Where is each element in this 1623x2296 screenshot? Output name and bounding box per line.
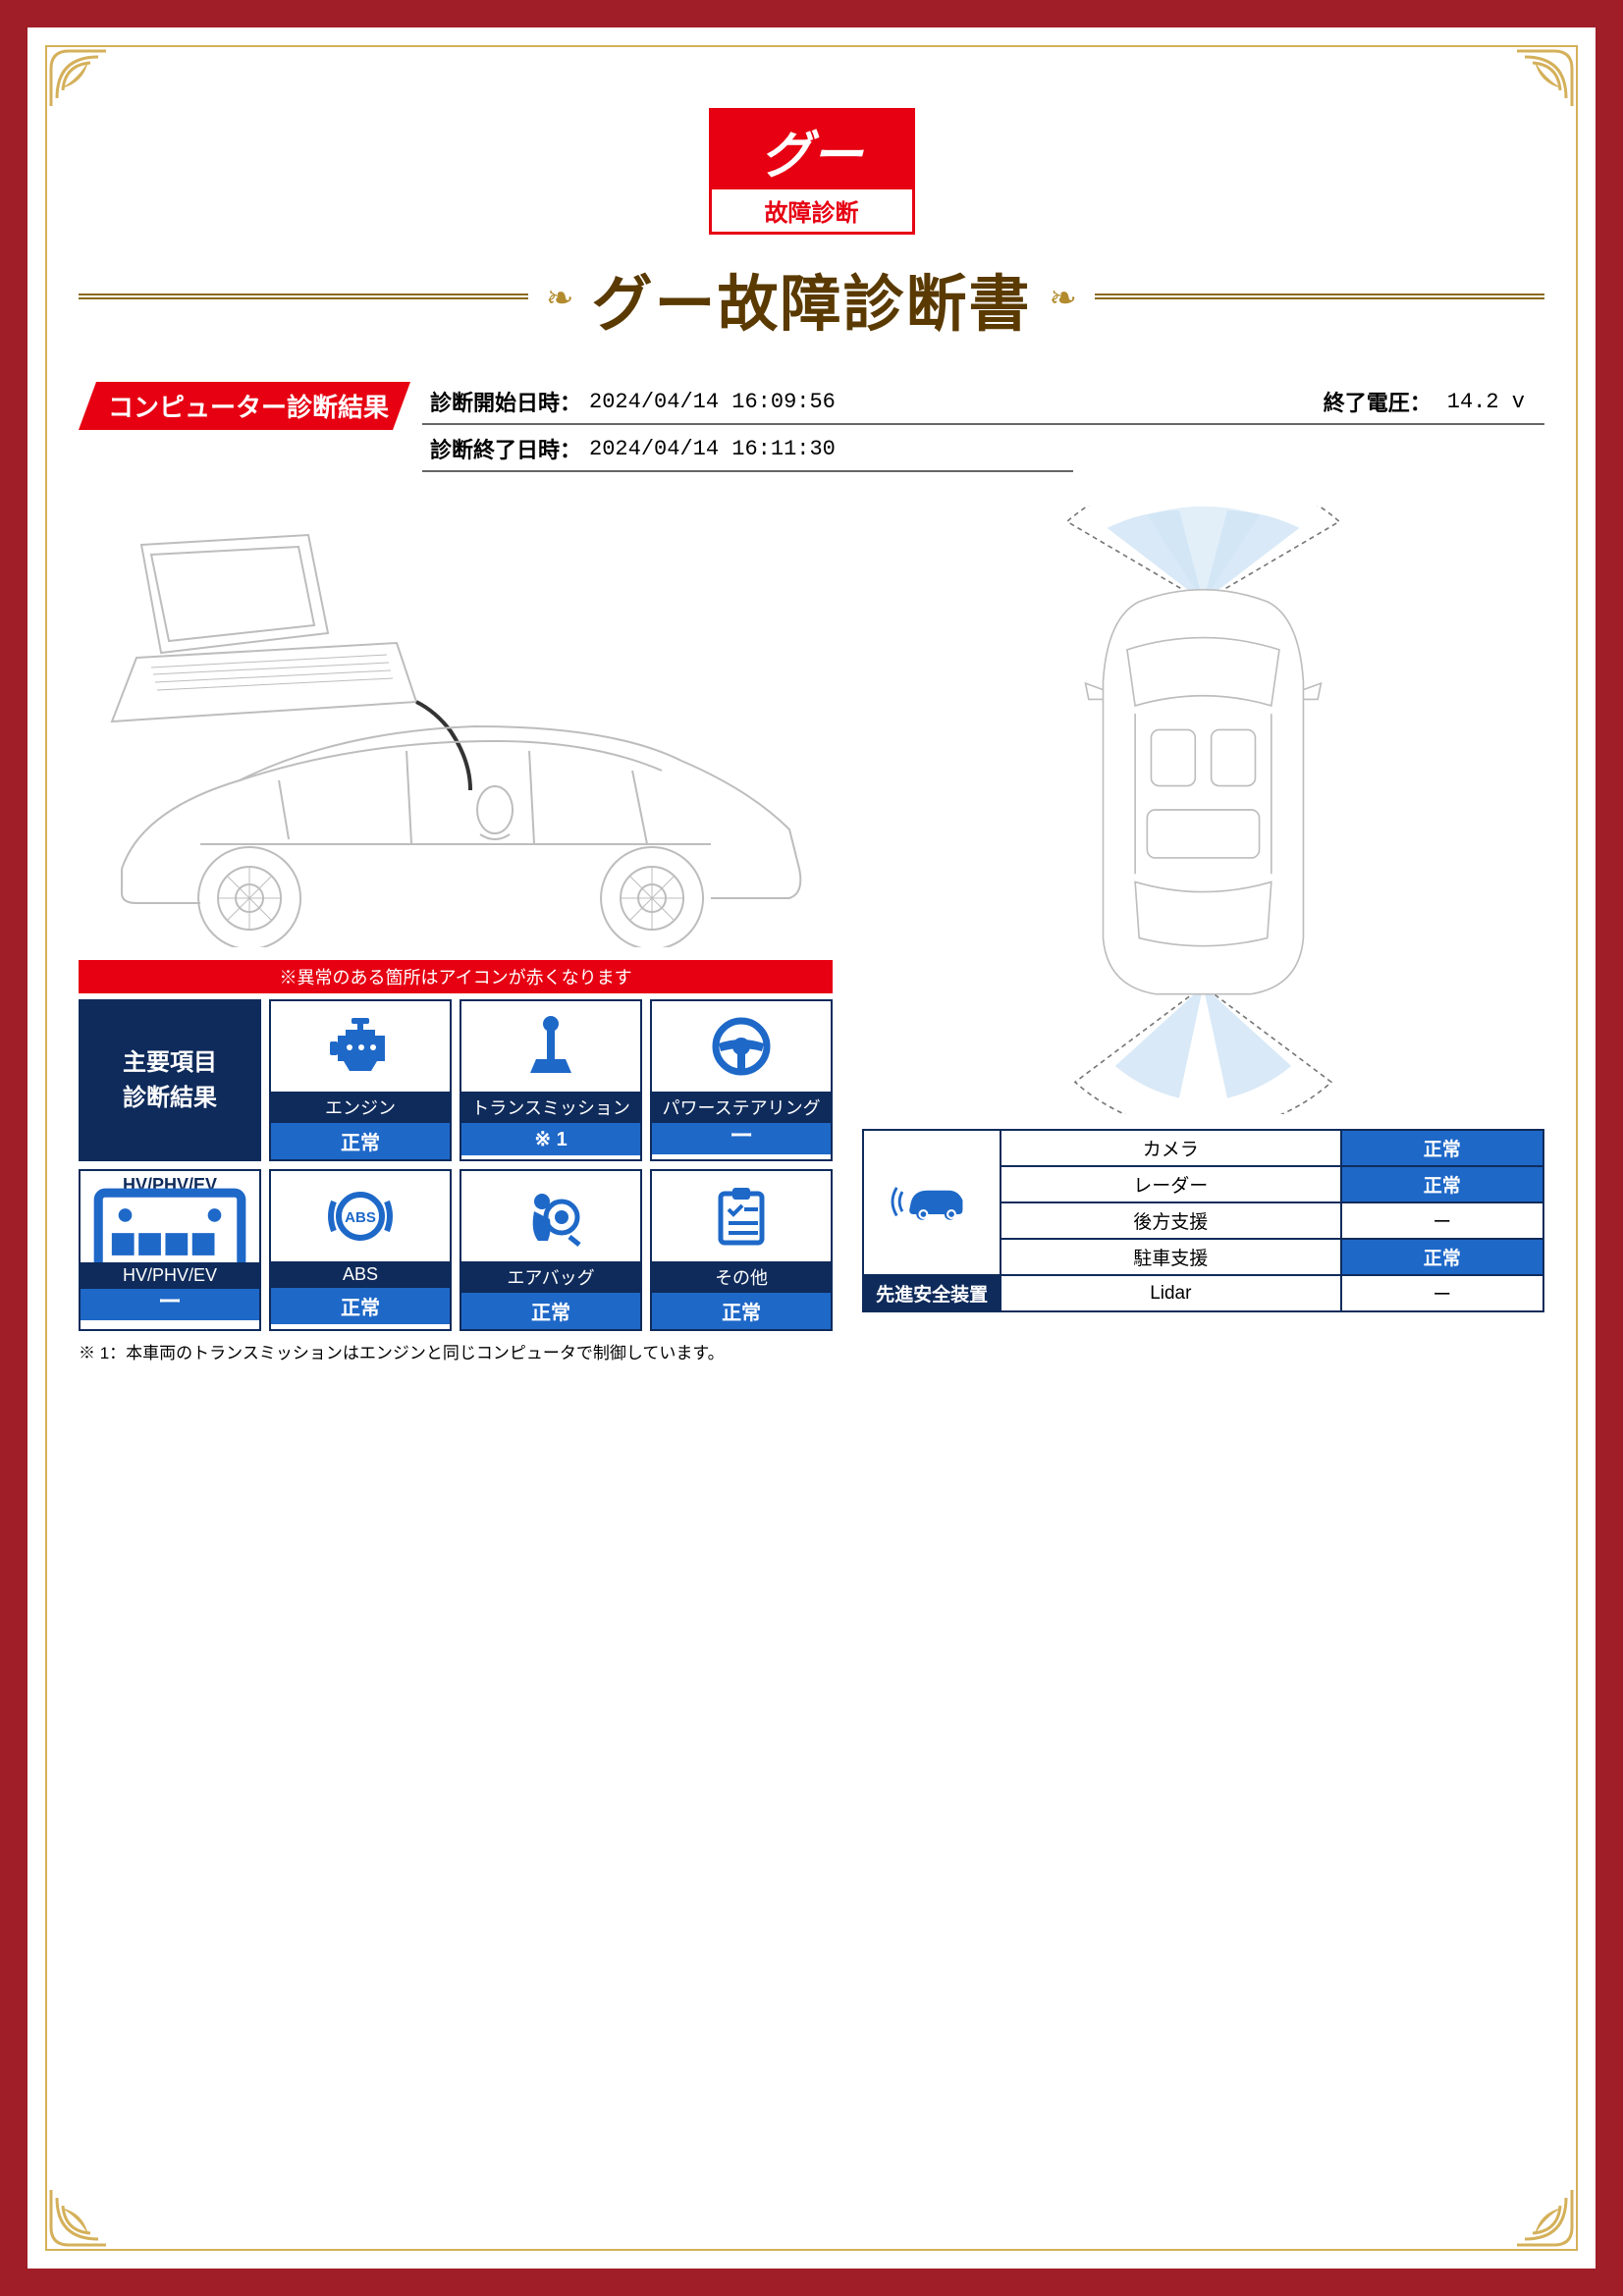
brand-logo: グー 故障診断 [709, 108, 915, 235]
safety-label: 駐車支援 [1001, 1239, 1340, 1275]
laptop-car-diagram [79, 506, 833, 947]
section-badge: コンピューター診断結果 [79, 382, 410, 430]
safety-table-wrap: カメラ正常レーダー正常後方支援ー駐車支援正常先進安全装置Lidarー [862, 1129, 1544, 1312]
voltage-value: 14.2 v [1447, 390, 1525, 414]
diagnostic-grid-wrap: ※異常のある箇所はアイコンが赤くなります 主要項目 診断結果 エンジン 正常 [79, 960, 833, 1363]
cell-name: その他 [652, 1261, 831, 1293]
cell-name: ABS [271, 1261, 450, 1288]
start-value: 2024/04/14 16:09:56 [589, 390, 836, 414]
airbag-icon [461, 1171, 640, 1261]
footnote: ※ 1：本車両のトランスミッションはエンジンと同じコンピュータで制御しています。 [79, 1339, 833, 1363]
cell-other: その他 正常 [650, 1169, 833, 1331]
safety-status: ー [1341, 1275, 1543, 1311]
steering-wheel-icon [652, 1001, 831, 1092]
meta-end-line: 診断終了日時： 2024/04/14 16:11:30 [422, 429, 1073, 472]
safety-label: カメラ [1001, 1130, 1340, 1166]
svg-text:ABS: ABS [345, 1209, 376, 1226]
cell-name: エンジン [271, 1092, 450, 1123]
cell-name: トランスミッション [461, 1092, 640, 1123]
cell-engine: エンジン 正常 [269, 999, 452, 1161]
cell-name: エアバッグ [461, 1261, 640, 1293]
cell-name: HV/PHV/EV [81, 1262, 259, 1289]
cell-status: ※ 1 [461, 1123, 640, 1155]
left-column: ※異常のある箇所はアイコンが赤くなります 主要項目 診断結果 エンジン 正常 [79, 506, 833, 1363]
flourish-icon: ❧ [1050, 279, 1078, 318]
logo-top-text: グー [712, 111, 912, 189]
safety-label: レーダー [1001, 1166, 1340, 1202]
right-column: カメラ正常レーダー正常後方支援ー駐車支援正常先進安全装置Lidarー [862, 506, 1544, 1363]
title-rule-left [79, 297, 528, 299]
voltage-label: 終了電圧： [1324, 386, 1432, 417]
cell-status: 正常 [271, 1123, 450, 1159]
safety-status: ー [1341, 1202, 1543, 1239]
safety-status: 正常 [1341, 1239, 1543, 1275]
section-header-row: コンピューター診断結果 診断開始日時： 2024/04/14 16:09:56 … [79, 382, 1544, 476]
red-strip: ※異常のある箇所はアイコンが赤くなります [79, 960, 833, 993]
cell-name: パワーステアリング [652, 1092, 831, 1123]
cell-status: ー [652, 1123, 831, 1154]
cell-abs: ABS ABS 正常 [269, 1169, 452, 1331]
table-row: 先進安全装置Lidarー [863, 1275, 1543, 1311]
safety-table: カメラ正常レーダー正常後方支援ー駐車支援正常先進安全装置Lidarー [862, 1129, 1544, 1312]
safety-header: 先進安全装置 [863, 1275, 1001, 1311]
cell-status: 正常 [271, 1288, 450, 1324]
cell-status: 正常 [652, 1293, 831, 1329]
title-rule-right [1095, 297, 1544, 299]
clipboard-icon [652, 1171, 831, 1261]
engine-icon [271, 1001, 450, 1092]
table-row: カメラ正常 [863, 1130, 1543, 1166]
cell-power-steering: パワーステアリング ー [650, 999, 833, 1161]
safety-car-icon-cell [863, 1130, 1001, 1275]
meta-block: 診断開始日時： 2024/04/14 16:09:56 終了電圧： 14.2 v… [422, 382, 1544, 476]
meta-start-line: 診断開始日時： 2024/04/14 16:09:56 終了電圧： 14.2 v [422, 382, 1544, 425]
cell-airbag: エアバッグ 正常 [460, 1169, 642, 1331]
cell-transmission: トランスミッション ※ 1 [460, 999, 642, 1161]
start-label: 診断開始日時： [430, 386, 581, 417]
page-title: グー故障診断書 [592, 254, 1032, 343]
logo-bottom-text: 故障診断 [712, 189, 912, 232]
grid-header-cell: 主要項目 診断結果 [79, 999, 261, 1161]
flourish-icon: ❧ [546, 279, 574, 318]
transmission-icon [461, 1001, 640, 1092]
abs-icon: ABS [271, 1171, 450, 1261]
safety-label: Lidar [1001, 1275, 1340, 1311]
cell-status: 正常 [461, 1293, 640, 1329]
safety-status: 正常 [1341, 1166, 1543, 1202]
diagrams-row: ※異常のある箇所はアイコンが赤くなります 主要項目 診断結果 エンジン 正常 [79, 506, 1544, 1363]
hv-battery-icon [81, 1200, 259, 1262]
end-value: 2024/04/14 16:11:30 [589, 437, 836, 461]
content-area: グー 故障診断 ❧ グー故障診断書 ❧ コンピューター診断結果 診断開始日時： … [79, 79, 1544, 2217]
diagnostic-grid: 主要項目 診断結果 エンジン 正常 トランスミッション [79, 999, 833, 1331]
safety-label: 後方支援 [1001, 1202, 1340, 1239]
title-row: ❧ グー故障診断書 ❧ [79, 254, 1544, 343]
end-label: 診断終了日時： [430, 433, 581, 464]
cell-hv: HV/PHV/EV HV/PHV/EV ー [79, 1169, 261, 1331]
grid-header-text: 主要項目 診断結果 [123, 1045, 217, 1116]
safety-status: 正常 [1341, 1130, 1543, 1166]
cell-status: ー [81, 1289, 259, 1320]
car-top-sensor-diagram [862, 506, 1544, 1114]
